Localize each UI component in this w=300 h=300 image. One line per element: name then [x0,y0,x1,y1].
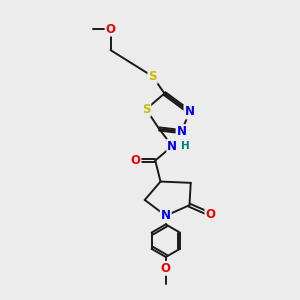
Text: O: O [130,154,140,167]
Text: H: H [181,141,190,151]
Text: S: S [148,70,157,83]
Text: O: O [161,262,171,275]
Text: O: O [106,22,116,36]
Text: O: O [206,208,215,221]
Text: N: N [176,125,187,138]
Text: N: N [167,140,177,153]
Text: N: N [161,209,171,222]
Text: N: N [184,105,194,119]
Text: S: S [142,103,150,116]
